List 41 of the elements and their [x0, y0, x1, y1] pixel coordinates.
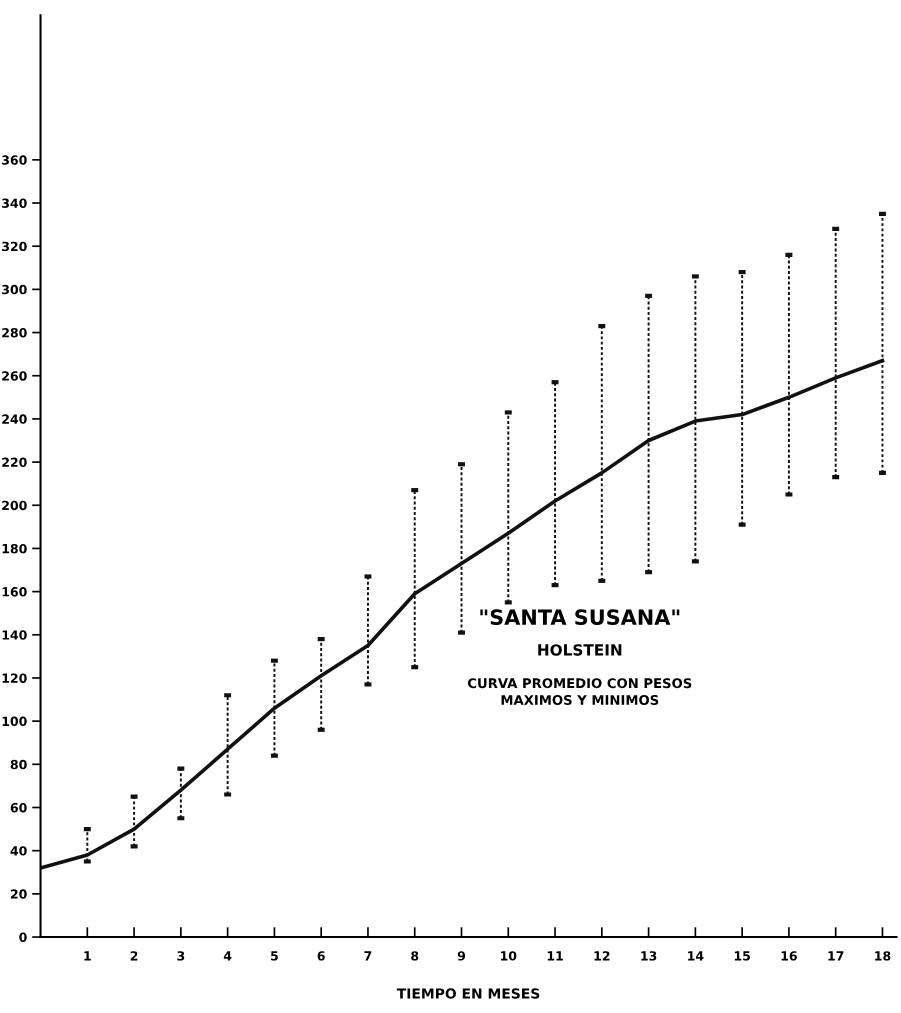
y-tick-label: 160	[2, 587, 27, 597]
x-tick-label: 7	[364, 951, 372, 961]
annotation: HOLSTEIN	[538, 644, 622, 656]
y-tick-label: 180	[2, 543, 27, 554]
x-tick-label: 12	[594, 951, 610, 961]
x-tick-label: 14	[688, 951, 704, 961]
y-tick-label: 220	[2, 457, 27, 467]
y-tick-label: 240	[2, 414, 27, 424]
x-tick-label: 15	[734, 951, 750, 961]
y-tick-label: 0	[19, 932, 27, 942]
x-tick-label: 11	[547, 951, 563, 961]
x-tick-label: 5	[271, 951, 278, 961]
y-tick-label: 340	[2, 198, 27, 208]
y-tick-label: 200	[2, 500, 27, 511]
x-tick-label: 3	[177, 951, 185, 961]
x-tick-label: 13	[641, 951, 657, 961]
x-tick-label: 4	[223, 951, 232, 961]
x-tick-label: 17	[828, 951, 844, 961]
y-tick-label: 320	[2, 241, 27, 252]
x-tick-label: 2	[130, 951, 138, 961]
y-tick-label: 120	[2, 673, 27, 683]
y-tick-label: 280	[2, 328, 27, 338]
y-tick-label: 40	[10, 846, 27, 856]
annotation: CURVA PROMEDIO CON PESOS MAXIMOS Y MINIMOS	[467, 678, 692, 705]
x-tick-label: 18	[875, 951, 891, 961]
y-tick-label: 60	[10, 802, 27, 813]
y-tick-label: 260	[2, 371, 27, 381]
y-tick-label: 100	[2, 716, 27, 727]
x-tick-label: 10	[500, 951, 517, 961]
annotation: "SANTA SUSANA"	[480, 609, 680, 626]
y-tick-label: 80	[10, 759, 27, 770]
y-tick-label: 300	[2, 284, 27, 295]
x-tick-label: 8	[411, 951, 419, 961]
x-tick-label: 9	[457, 951, 466, 961]
x-tick-label: 16	[781, 951, 797, 961]
x-tick-label: 6	[317, 951, 325, 961]
y-tick-label: 140	[2, 630, 27, 640]
y-tick-label: 360	[2, 155, 27, 165]
y-tick-label: 20	[10, 889, 27, 899]
x-tick-label: 1	[84, 951, 91, 961]
x-axis-title: TIEMPO EN MESES	[396, 988, 540, 999]
